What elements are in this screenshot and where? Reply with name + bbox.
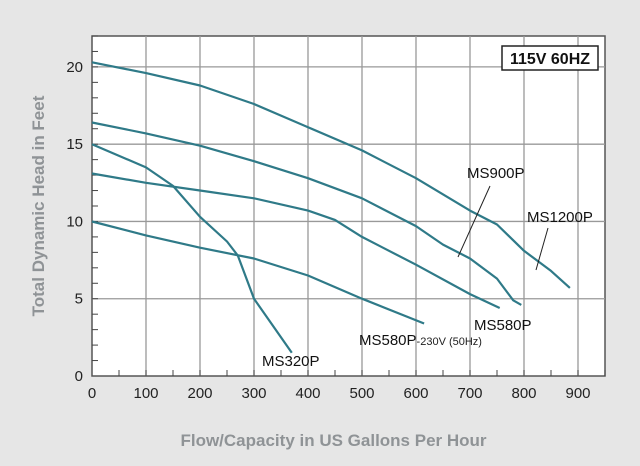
- series-label: MS580P-230V (50Hz): [359, 332, 482, 349]
- y-tick-label: 0: [75, 368, 83, 385]
- x-tick-label: 400: [295, 385, 320, 402]
- x-tick-label: 900: [565, 385, 590, 402]
- leader-line: [535, 227, 549, 271]
- x-tick-label: 600: [403, 385, 428, 402]
- x-tick-label: 700: [457, 385, 482, 402]
- x-tick-label: 200: [187, 385, 212, 402]
- y-tick-label: 5: [75, 291, 83, 308]
- x-tick-label: 500: [349, 385, 374, 402]
- series-line-ms900p: [91, 121, 522, 306]
- y-tick-label: 10: [66, 213, 83, 230]
- leader-line: [457, 185, 491, 258]
- series-label: MS580P: [474, 317, 532, 334]
- x-tick-label: 0: [88, 385, 96, 402]
- x-tick-label: 100: [133, 385, 158, 402]
- voltage-badge: 115V 60HZ: [510, 51, 590, 68]
- series-label: MS320P: [262, 353, 320, 370]
- series-line-ms320p: [91, 143, 293, 354]
- x-axis-label: Flow/Capacity in US Gallons Per Hour: [180, 431, 486, 450]
- voltage-badge-box: [501, 45, 599, 71]
- y-tick-label: 20: [66, 59, 83, 76]
- series-line-ms580p-230v: [91, 220, 425, 325]
- x-tick-label: 800: [511, 385, 536, 402]
- x-tick-label: 300: [241, 385, 266, 402]
- series-line-ms1200p: [91, 61, 571, 289]
- y-tick-label: 15: [66, 136, 83, 153]
- series-label: MS900P: [467, 165, 525, 182]
- series-label: MS1200P: [527, 209, 593, 226]
- plot-area: [91, 35, 606, 377]
- y-axis-label: Total Dynamic Head in Feet: [29, 95, 48, 316]
